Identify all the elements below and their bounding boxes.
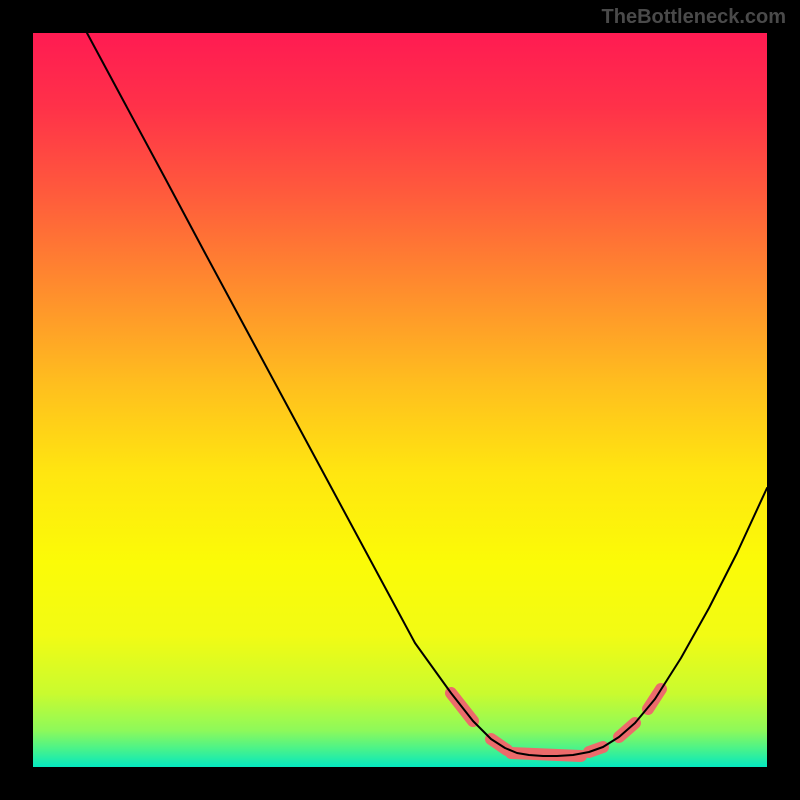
plot-area [33,33,767,767]
pink-accents [451,689,661,756]
watermark-text: TheBottleneck.com [602,6,786,29]
bottleneck-curve [87,33,767,756]
chart-container: TheBottleneck.com [0,0,800,800]
curve-layer [33,33,767,767]
